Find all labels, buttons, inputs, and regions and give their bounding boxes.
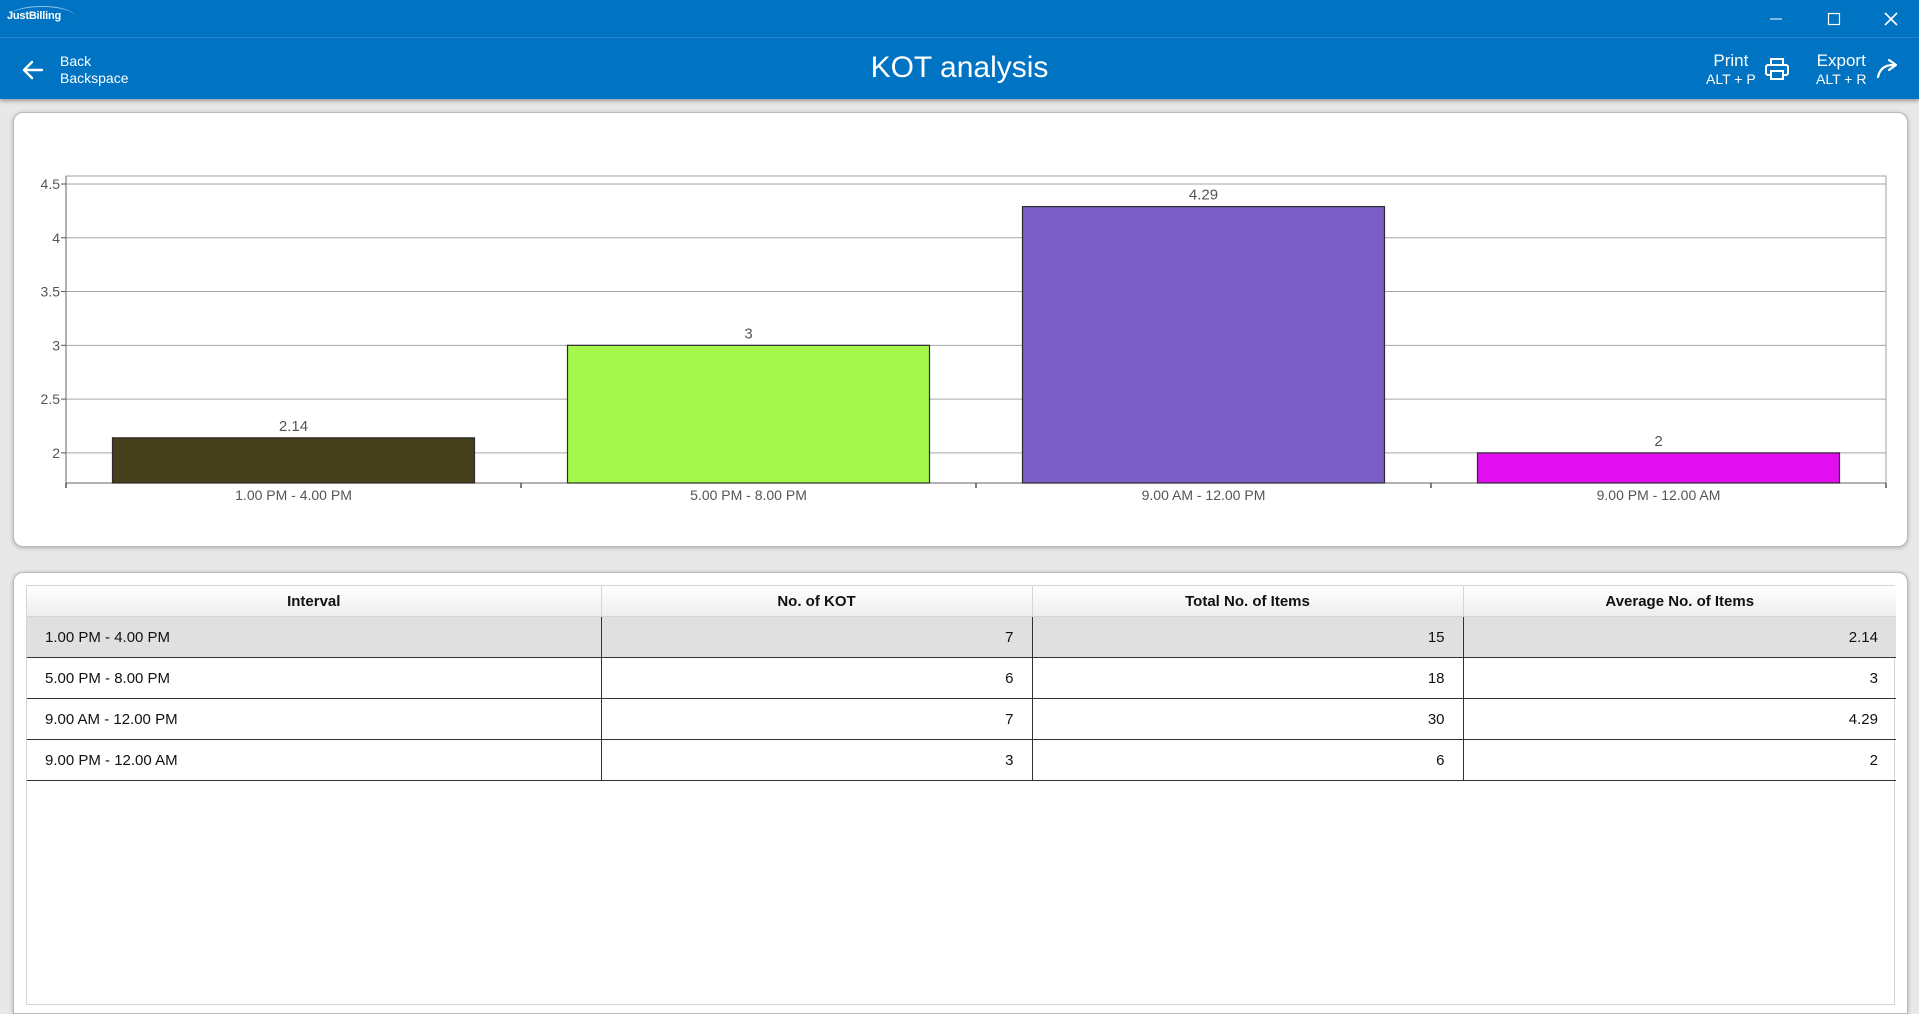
page-title: KOT analysis [870, 51, 1049, 84]
cell-interval: 9.00 AM - 12.00 PM [27, 698, 602, 740]
cell-kot-count: 7 [601, 616, 1033, 658]
cell-kot-count: 6 [601, 657, 1033, 699]
x-tick-label: 9.00 AM - 12.00 PM [1142, 487, 1266, 503]
x-tick-label: 1.00 PM - 4.00 PM [235, 487, 352, 503]
y-tick-label: 4 [52, 230, 60, 246]
print-button[interactable]: Print ALT + P [1706, 51, 1790, 87]
bar [1021, 205, 1386, 484]
bar-value-label: 4.29 [1189, 187, 1218, 204]
cell-average-items: 4.29 [1463, 698, 1896, 740]
plot-area-frame [65, 175, 1887, 484]
x-tick-label: 5.00 PM - 8.00 PM [690, 487, 807, 503]
x-tick-label: 9.00 PM - 12.00 AM [1597, 487, 1721, 503]
cell-interval: 1.00 PM - 4.00 PM [27, 616, 602, 658]
export-label: Export [1816, 50, 1866, 70]
bar-value-label: 2 [1654, 433, 1662, 450]
table-row[interactable]: 9.00 PM - 12.00 AM 3 6 2 [27, 739, 1896, 781]
cell-kot-count: 3 [601, 739, 1033, 781]
column-header-interval[interactable]: Interval [27, 586, 602, 617]
kot-bar-chart: 2 2.5 3 3.5 4 4.5 2.14 1.00 PM - 4.00 PM 3 5.00 P… [41, 175, 1887, 503]
column-header-average-items[interactable]: Average No. of Items [1463, 586, 1896, 617]
table-row[interactable]: 9.00 AM - 12.00 PM 7 30 4.29 [27, 698, 1896, 740]
y-tick-label: 2 [52, 445, 60, 461]
bar [1476, 452, 1841, 484]
back-label: Back [60, 53, 92, 69]
cell-total-items: 30 [1032, 698, 1464, 740]
close-icon [1884, 11, 1898, 26]
share-icon [1877, 58, 1898, 79]
column-header-total-items[interactable]: Total No. of Items [1032, 586, 1464, 617]
y-tick-label: 2.5 [41, 391, 61, 407]
maximize-icon [1827, 12, 1841, 25]
cell-average-items: 2.14 [1463, 616, 1896, 658]
chart-panel: 2 2.5 3 3.5 4 4.5 2.14 1.00 PM - 4.00 PM 3 5.00 P… [13, 112, 1908, 547]
cell-total-items: 15 [1032, 616, 1464, 658]
printer-icon [1764, 58, 1789, 80]
export-button[interactable]: Export ALT + R [1816, 51, 1900, 87]
bar-value-label: 2.14 [279, 418, 308, 435]
column-header-kot-count[interactable]: No. of KOT [601, 586, 1033, 617]
cell-total-items: 6 [1032, 739, 1464, 781]
cell-interval: 5.00 PM - 8.00 PM [27, 657, 602, 699]
cell-total-items: 18 [1032, 657, 1464, 699]
arrow-left-icon [22, 60, 44, 80]
bar-value-label: 3 [744, 325, 752, 342]
y-tick-label: 4.5 [41, 176, 61, 192]
print-label: Print [1713, 50, 1749, 70]
app-logo: JustBilling [7, 6, 75, 22]
minimize-button[interactable] [1748, 0, 1804, 37]
cell-kot-count: 7 [601, 698, 1033, 740]
window-title-bar: JustBilling [0, 0, 1919, 38]
cell-average-items: 3 [1463, 657, 1896, 699]
cell-interval: 9.00 PM - 12.00 AM [27, 739, 602, 781]
table-row[interactable]: 5.00 PM - 8.00 PM 6 18 3 [27, 657, 1896, 699]
back-button[interactable]: Back Backspace [22, 52, 128, 88]
print-shortcut: ALT + P [1706, 70, 1756, 87]
export-shortcut: ALT + R [1816, 70, 1867, 87]
page-header: Back Backspace KOT analysis Print ALT + … [0, 38, 1919, 99]
y-tick-label: 3 [52, 337, 60, 353]
table-header-row: Interval No. of KOT Total No. of Items A… [27, 586, 1896, 617]
y-tick-label: 3.5 [41, 284, 61, 300]
table-row[interactable]: 1.00 PM - 4.00 PM 7 15 2.14 [27, 616, 1896, 658]
back-shortcut: Backspace [60, 70, 129, 86]
close-button[interactable] [1863, 0, 1919, 37]
kot-data-grid: Interval No. of KOT Total No. of Items A… [26, 585, 1896, 1005]
minimize-icon [1770, 18, 1782, 19]
table-panel: Interval No. of KOT Total No. of Items A… [13, 572, 1908, 1014]
cell-average-items: 2 [1463, 739, 1896, 781]
bar [111, 437, 476, 484]
maximize-button[interactable] [1806, 0, 1862, 37]
bar [566, 344, 931, 484]
